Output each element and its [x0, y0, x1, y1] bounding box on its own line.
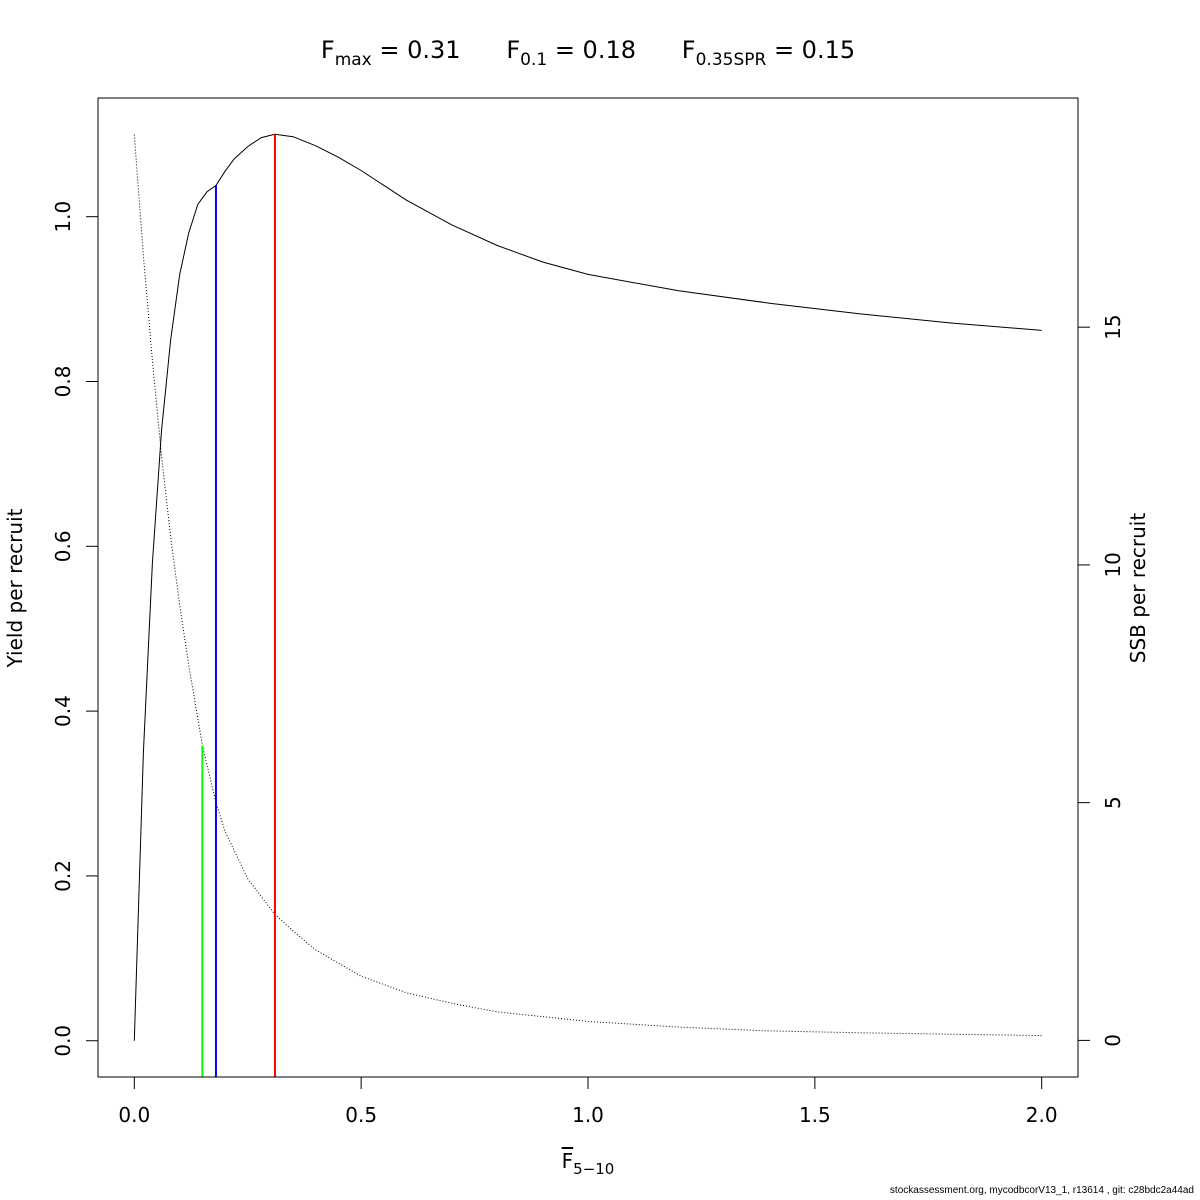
y-right-tick-label: 15: [1101, 314, 1125, 339]
y-axis-label-left: Yield per recruit: [3, 508, 27, 668]
y-right-tick-label: 10: [1101, 552, 1125, 577]
x-tick-label: 0.5: [345, 1103, 377, 1127]
x-tick-label: 1.5: [799, 1103, 831, 1127]
y-left-tick-label: 0.6: [51, 530, 75, 562]
y-left-tick-label: 1.0: [51, 201, 75, 233]
y-left-tick-label: 0.4: [51, 695, 75, 727]
y-axis-label-right: SSB per recruit: [1126, 513, 1150, 664]
footer-credit: stockassessment.org, mycodbcorV13_1, r13…: [889, 1185, 1194, 1196]
y-left-tick-label: 0.0: [51, 1025, 75, 1057]
y-left-tick-label: 0.2: [51, 860, 75, 892]
reference-lines: [201, 134, 276, 1077]
x-tick-label: 2.0: [1026, 1103, 1058, 1127]
x-axis-label: F5−10: [562, 1149, 615, 1178]
ssb-per-recruit-curve: [133, 134, 1042, 1037]
y-right-tick-label: 5: [1101, 796, 1125, 809]
y-axis-right: 0 5 10 15: [1077, 314, 1125, 1047]
x-tick-label: 0.0: [118, 1103, 150, 1127]
yield-per-recruit-curve: [133, 133, 1042, 1041]
y-axis-left: 0.0 0.2 0.4 0.6 0.8 1.0: [51, 201, 99, 1057]
chart-title: Fmax = 0.31 F0.1 = 0.18 F0.35SPR = 0.15: [321, 36, 855, 70]
series-layer: [133, 133, 1042, 1041]
x-tick-label: 1.0: [572, 1103, 604, 1127]
plot-frame: [97, 97, 1079, 1078]
x-axis: 0.0 0.5 1.0 1.5 2.0: [118, 1076, 1058, 1127]
y-right-tick-label: 0: [1101, 1034, 1125, 1047]
y-left-tick-label: 0.8: [51, 366, 75, 398]
